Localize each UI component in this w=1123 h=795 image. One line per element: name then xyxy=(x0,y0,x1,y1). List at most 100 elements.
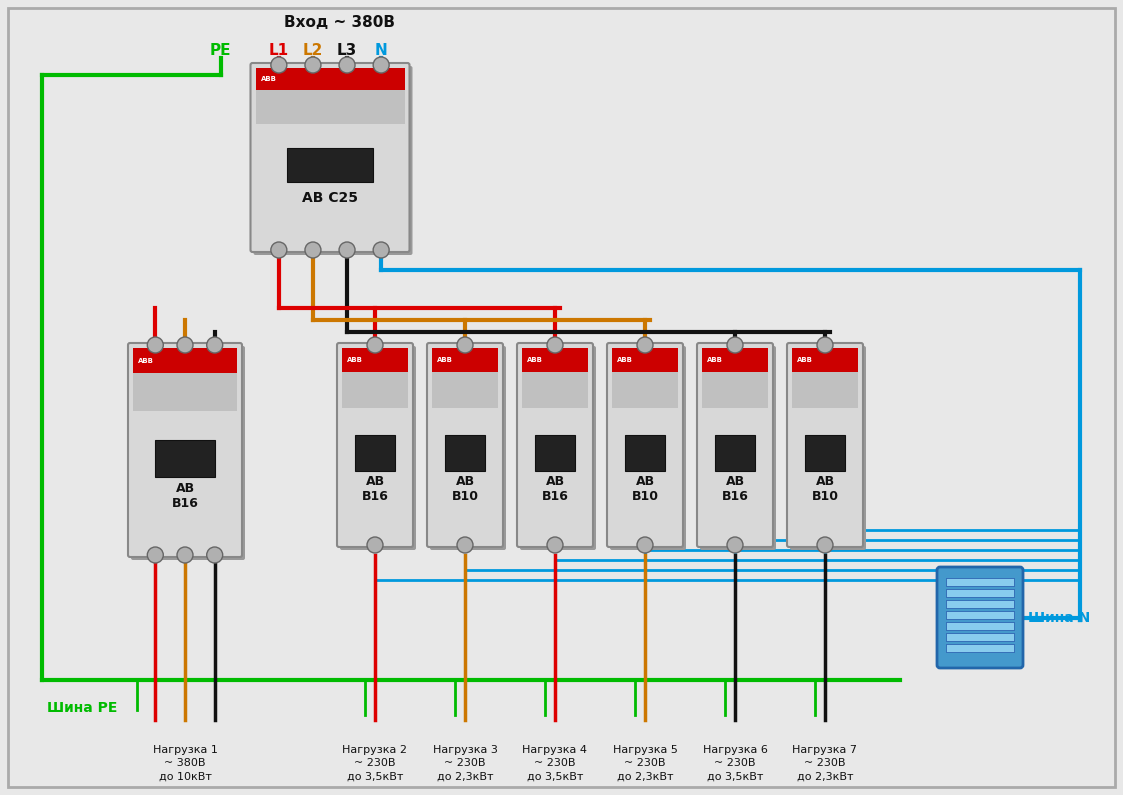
Text: Шина N: Шина N xyxy=(1028,611,1090,625)
Bar xyxy=(522,348,588,372)
Text: Шина PE: Шина PE xyxy=(47,701,118,715)
Bar xyxy=(946,589,1014,597)
Bar xyxy=(256,68,404,90)
Bar xyxy=(626,435,665,471)
FancyBboxPatch shape xyxy=(250,63,410,252)
Text: Нагрузка 7
~ 230В
до 2,3кВт: Нагрузка 7 ~ 230В до 2,3кВт xyxy=(793,745,858,781)
Bar xyxy=(702,372,768,408)
Circle shape xyxy=(818,537,833,553)
FancyBboxPatch shape xyxy=(131,346,245,560)
Circle shape xyxy=(271,57,286,73)
Circle shape xyxy=(271,242,286,258)
Circle shape xyxy=(339,57,355,73)
Bar xyxy=(612,348,678,372)
Bar xyxy=(946,600,1014,608)
FancyBboxPatch shape xyxy=(610,346,686,550)
Text: АВ
В16: АВ В16 xyxy=(541,475,568,503)
FancyBboxPatch shape xyxy=(787,343,862,547)
Circle shape xyxy=(818,337,833,353)
Bar xyxy=(946,578,1014,586)
FancyBboxPatch shape xyxy=(340,346,416,550)
Bar xyxy=(287,148,373,181)
Bar xyxy=(445,435,485,471)
Circle shape xyxy=(339,242,355,258)
Text: L2: L2 xyxy=(303,42,323,57)
Circle shape xyxy=(305,242,321,258)
Text: L3: L3 xyxy=(337,42,357,57)
Circle shape xyxy=(547,337,563,353)
Circle shape xyxy=(373,242,390,258)
Circle shape xyxy=(147,547,163,563)
Bar xyxy=(355,435,395,471)
Circle shape xyxy=(367,337,383,353)
Text: АВ
В16: АВ В16 xyxy=(362,475,389,503)
Text: ABB: ABB xyxy=(347,357,363,363)
Text: ABB: ABB xyxy=(437,357,453,363)
FancyBboxPatch shape xyxy=(517,343,593,547)
Text: ABB: ABB xyxy=(617,357,633,363)
Text: ABB: ABB xyxy=(527,357,542,363)
Circle shape xyxy=(727,537,743,553)
Bar xyxy=(946,622,1014,630)
Circle shape xyxy=(637,537,652,553)
Bar xyxy=(343,348,408,372)
Text: АВ С25: АВ С25 xyxy=(302,192,358,205)
Text: Нагрузка 2
~ 230В
до 3,5кВт: Нагрузка 2 ~ 230В до 3,5кВт xyxy=(343,745,408,781)
Bar xyxy=(133,348,237,373)
Bar xyxy=(432,348,497,372)
Text: Вход ~ 380В: Вход ~ 380В xyxy=(284,14,395,29)
Circle shape xyxy=(547,537,563,553)
Circle shape xyxy=(457,537,473,553)
Text: ABB: ABB xyxy=(138,358,154,363)
Bar xyxy=(946,644,1014,652)
Text: Нагрузка 1
~ 380В
до 10кВт: Нагрузка 1 ~ 380В до 10кВт xyxy=(153,745,218,781)
FancyBboxPatch shape xyxy=(937,567,1023,668)
Text: N: N xyxy=(375,42,387,57)
Text: PE: PE xyxy=(210,42,231,57)
Bar xyxy=(133,373,237,411)
Circle shape xyxy=(177,337,193,353)
Bar xyxy=(946,633,1014,641)
FancyBboxPatch shape xyxy=(430,346,506,550)
Bar xyxy=(715,435,755,471)
Circle shape xyxy=(207,337,222,353)
Text: АВ
В10: АВ В10 xyxy=(631,475,658,503)
FancyBboxPatch shape xyxy=(789,346,866,550)
Text: АВ
В16: АВ В16 xyxy=(172,483,199,510)
Bar xyxy=(536,435,575,471)
Circle shape xyxy=(177,547,193,563)
Bar xyxy=(702,348,768,372)
FancyBboxPatch shape xyxy=(337,343,413,547)
Bar xyxy=(522,372,588,408)
Circle shape xyxy=(147,337,163,353)
FancyBboxPatch shape xyxy=(128,343,241,557)
Bar xyxy=(612,372,678,408)
Bar xyxy=(946,611,1014,619)
Text: ABB: ABB xyxy=(797,357,813,363)
Text: АВ
В10: АВ В10 xyxy=(812,475,839,503)
Text: L1: L1 xyxy=(268,42,289,57)
FancyBboxPatch shape xyxy=(608,343,683,547)
Text: Нагрузка 6
~ 230В
до 3,5кВт: Нагрузка 6 ~ 230В до 3,5кВт xyxy=(703,745,767,781)
Text: Нагрузка 5
~ 230В
до 2,3кВт: Нагрузка 5 ~ 230В до 2,3кВт xyxy=(612,745,677,781)
Circle shape xyxy=(727,337,743,353)
Circle shape xyxy=(373,57,390,73)
Text: ABB: ABB xyxy=(707,357,723,363)
FancyBboxPatch shape xyxy=(254,66,412,255)
Bar xyxy=(805,435,844,471)
Circle shape xyxy=(637,337,652,353)
Circle shape xyxy=(305,57,321,73)
Text: АВ
В10: АВ В10 xyxy=(451,475,478,503)
Text: АВ
В16: АВ В16 xyxy=(722,475,748,503)
Bar xyxy=(432,372,497,408)
Text: ABB: ABB xyxy=(261,76,276,82)
Bar xyxy=(256,90,404,123)
Bar xyxy=(792,372,858,408)
Text: Нагрузка 3
~ 230В
до 2,3кВт: Нагрузка 3 ~ 230В до 2,3кВт xyxy=(432,745,497,781)
FancyBboxPatch shape xyxy=(700,346,776,550)
Circle shape xyxy=(367,537,383,553)
FancyBboxPatch shape xyxy=(697,343,773,547)
Circle shape xyxy=(207,547,222,563)
FancyBboxPatch shape xyxy=(427,343,503,547)
Bar xyxy=(343,372,408,408)
